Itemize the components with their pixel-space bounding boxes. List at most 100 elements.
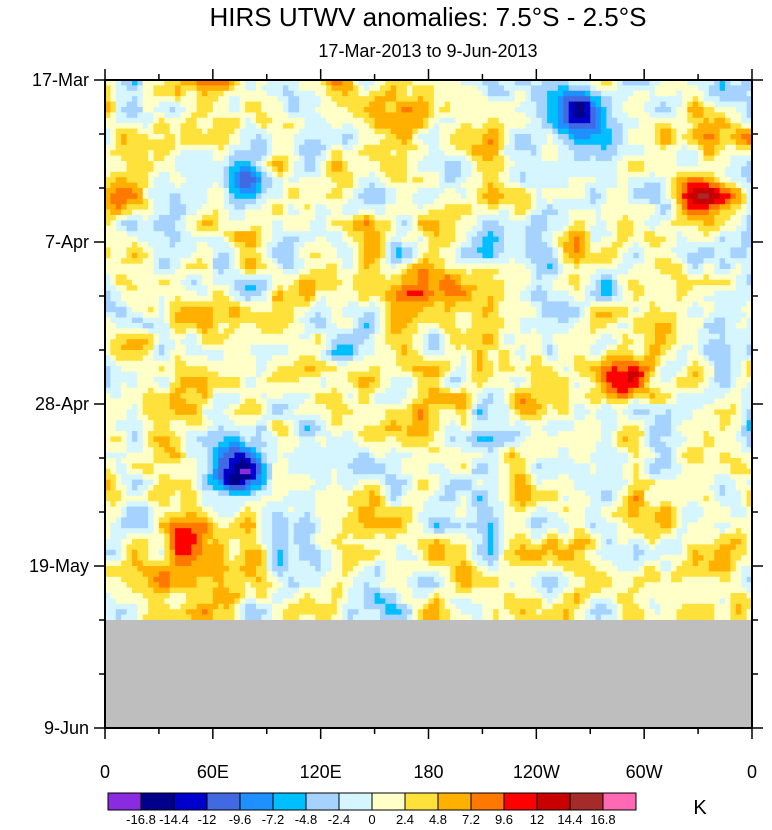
- heatmap-cell: [574, 117, 581, 124]
- heatmap-cell: [212, 112, 219, 119]
- heatmap-cell: [428, 139, 435, 146]
- heatmap-cell: [347, 236, 354, 243]
- heatmap-cell: [288, 96, 295, 103]
- heatmap-cell: [482, 263, 489, 270]
- heatmap-cell: [412, 301, 419, 308]
- heatmap-cell: [455, 85, 462, 92]
- heatmap-cell: [153, 242, 160, 248]
- heatmap-cell: [746, 296, 752, 302]
- heatmap-cell: [390, 247, 397, 254]
- heatmap-cell: [557, 107, 564, 113]
- heatmap-cell: [239, 112, 246, 119]
- heatmap-cell: [363, 258, 370, 265]
- heatmap-cell: [611, 285, 618, 292]
- heatmap-cell: [169, 144, 176, 151]
- heatmap-cell: [428, 247, 435, 254]
- heatmap-cell: [342, 150, 349, 157]
- heatmap-cell: [460, 177, 467, 184]
- heatmap-cell: [741, 193, 748, 200]
- heatmap-cell: [692, 155, 699, 162]
- heatmap-cell: [741, 236, 748, 243]
- heatmap-cell: [309, 112, 316, 119]
- heatmap-cell: [169, 247, 176, 254]
- heatmap-cell: [622, 171, 629, 178]
- heatmap-cell: [239, 155, 246, 162]
- heatmap-cell: [595, 144, 602, 151]
- heatmap-cell: [601, 139, 608, 146]
- heatmap-cell: [671, 188, 678, 194]
- heatmap-cell: [455, 96, 462, 103]
- heatmap-cell: [153, 209, 160, 216]
- heatmap-cell: [439, 112, 446, 119]
- heatmap-cell: [477, 258, 484, 265]
- heatmap-cell: [735, 220, 742, 227]
- heatmap-cell: [191, 85, 198, 92]
- heatmap-cell: [369, 112, 376, 119]
- heatmap-cell: [304, 107, 311, 113]
- heatmap-cell: [137, 177, 144, 184]
- heatmap-cell: [450, 285, 457, 292]
- heatmap-cell: [730, 101, 737, 108]
- heatmap-cell: [245, 263, 252, 270]
- heatmap-cell: [417, 188, 424, 194]
- heatmap-cell: [520, 258, 527, 265]
- heatmap-cell: [735, 188, 742, 194]
- heatmap-cell: [406, 290, 413, 297]
- heatmap-cell: [730, 123, 737, 130]
- heatmap-cell: [369, 285, 376, 292]
- heatmap-cell: [627, 117, 634, 124]
- heatmap-cell: [477, 177, 484, 184]
- heatmap-cell: [234, 161, 241, 167]
- heatmap-cell: [379, 209, 386, 216]
- heatmap-cell: [105, 290, 111, 297]
- heatmap-cell: [552, 182, 559, 189]
- heatmap-cell: [164, 171, 171, 178]
- heatmap-cell: [676, 101, 683, 108]
- heatmap-cell: [735, 107, 742, 113]
- heatmap-cell: [115, 252, 122, 259]
- heatmap-cell: [606, 134, 613, 140]
- heatmap-cell: [660, 182, 667, 189]
- heatmap-cell: [406, 274, 413, 281]
- heatmap-cell: [180, 296, 187, 302]
- heatmap-cell: [552, 247, 559, 254]
- heatmap-cell: [266, 188, 273, 194]
- heatmap-cell: [180, 182, 187, 189]
- heatmap-cell: [601, 128, 608, 135]
- heatmap-cell: [164, 296, 171, 302]
- heatmap-cell: [169, 123, 176, 130]
- heatmap-cell: [126, 90, 133, 97]
- heatmap-cell: [622, 258, 629, 265]
- heatmap-cell: [164, 166, 171, 173]
- heatmap-cell: [514, 134, 521, 140]
- heatmap-cell: [266, 285, 273, 292]
- heatmap-cell: [250, 263, 257, 270]
- heatmap-cell: [676, 231, 683, 238]
- heatmap-cell: [266, 252, 273, 259]
- heatmap-cell: [390, 155, 397, 162]
- heatmap-cell: [105, 193, 111, 200]
- heatmap-cell: [202, 252, 209, 259]
- heatmap-cell: [358, 182, 365, 189]
- heatmap-cell: [460, 274, 467, 281]
- heatmap-cell: [272, 193, 279, 200]
- heatmap-cell: [417, 220, 424, 227]
- heatmap-cell: [282, 242, 289, 248]
- heatmap-cell: [455, 80, 462, 86]
- heatmap-cell: [574, 123, 581, 130]
- heatmap-cell: [428, 101, 435, 108]
- heatmap-cell: [229, 236, 235, 243]
- heatmap-cell: [196, 215, 203, 221]
- heatmap-cell: [358, 247, 365, 254]
- heatmap-cell: [428, 96, 435, 103]
- heatmap-cell: [293, 123, 300, 130]
- heatmap-cell: [185, 258, 192, 265]
- heatmap-cell: [385, 242, 392, 248]
- heatmap-cell: [611, 252, 618, 259]
- heatmap-cell: [665, 285, 672, 292]
- heatmap-cell: [288, 296, 295, 302]
- heatmap-cell: [606, 252, 613, 259]
- heatmap-cell: [746, 247, 752, 254]
- heatmap-cell: [293, 290, 300, 297]
- heatmap-cell: [309, 242, 316, 248]
